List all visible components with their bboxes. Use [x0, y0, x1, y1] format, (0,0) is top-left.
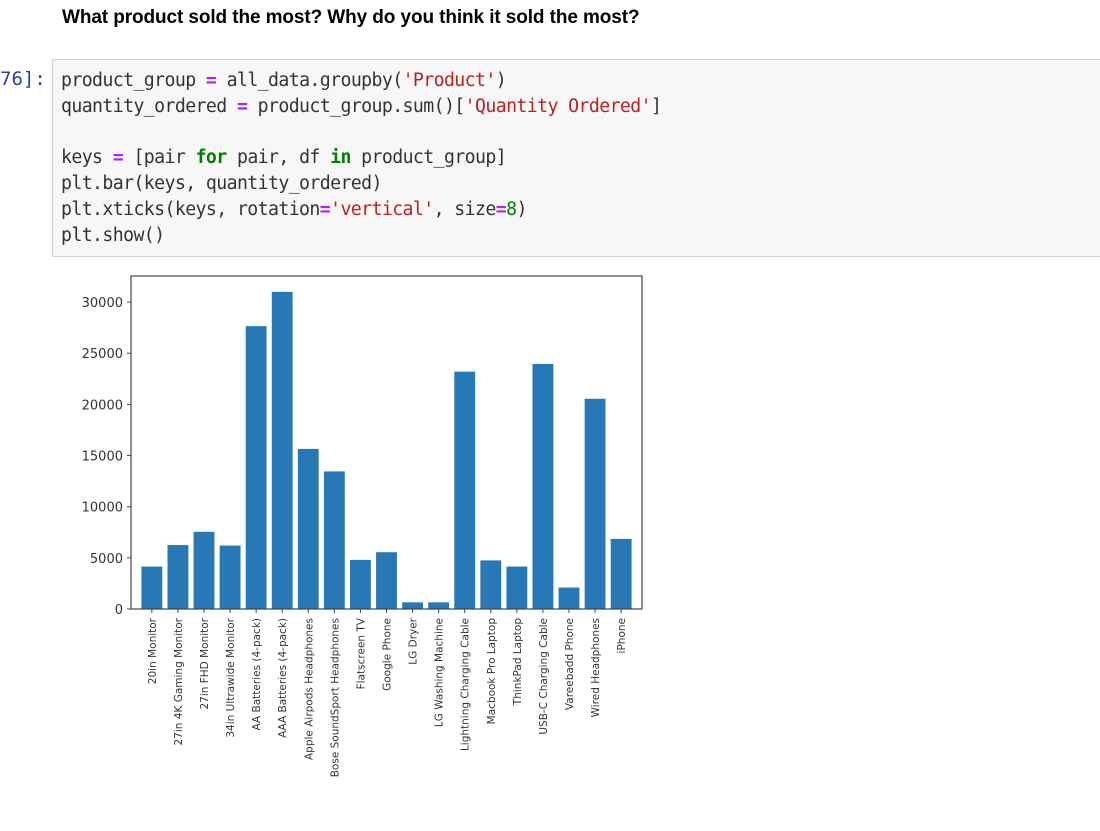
- x-tick-label: Wired Headphones: [590, 618, 602, 717]
- bar: [402, 602, 423, 609]
- bar-chart-svg: 0 5000 10000 15000 20000 25000 30000 20in Monit…: [82, 275, 643, 777]
- code-line: plt.bar(keys, quantity_ordered): [61, 173, 382, 195]
- code-line: plt.xticks(keys, rotation='vertical', si…: [61, 198, 527, 220]
- x-tick-label: AAA Batteries (4-pack): [277, 618, 289, 738]
- y-tick-label: 20000: [82, 398, 123, 413]
- code-line: quantity_ordered = product_group.sum()['…: [61, 95, 662, 117]
- y-tick-label: 30000: [82, 296, 123, 311]
- x-tick-label: AA Batteries (4-pack): [251, 618, 263, 730]
- y-tick-label: 5000: [90, 552, 123, 567]
- x-tick-label: Macbook Pro Laptop: [486, 618, 498, 725]
- x-tick-label: Flatscreen TV: [355, 617, 367, 689]
- x-tick-label: 27in 4K Gaming Monitor: [173, 617, 185, 745]
- x-tick-label: ThinkPad Laptop: [512, 618, 524, 707]
- x-tick-label: Lightning Charging Cable: [460, 618, 472, 751]
- x-tick-label: Vareebadd Phone: [564, 618, 576, 710]
- y-tick-label: 0: [115, 603, 123, 618]
- x-tick-label: LG Dryer: [408, 617, 420, 664]
- bar: [584, 398, 606, 609]
- y-tick-label: 25000: [82, 347, 123, 362]
- y-tick-label: 10000: [82, 501, 123, 516]
- bar: [610, 538, 632, 609]
- x-tick-label: USB-C Charging Cable: [538, 618, 550, 735]
- bar: [350, 559, 371, 609]
- code-line: product_group = all_data.groupby('Produc…: [61, 70, 507, 91]
- bar: [167, 545, 189, 609]
- bar: [323, 471, 345, 609]
- code-line: keys = [pair for pair, df in product_gro…: [61, 147, 507, 169]
- x-tick-label: 27in FHD Monitor: [199, 617, 211, 709]
- x-tick-label: Apple Airpods Headphones: [303, 618, 315, 760]
- bar: [245, 326, 267, 609]
- bar: [558, 587, 580, 609]
- x-tick-label: Google Phone: [382, 618, 394, 691]
- bar: [219, 545, 241, 609]
- bar: [376, 552, 397, 609]
- x-tick-label: LG Washing Machine: [434, 618, 446, 727]
- bar: [297, 448, 319, 609]
- bar: [454, 371, 476, 609]
- code-line: plt.show(): [61, 224, 165, 246]
- bar: [506, 566, 528, 609]
- markdown-question-heading: What product sold the most? Why do you t…: [62, 7, 640, 28]
- x-tick-label: Bose SoundSport Headphones: [329, 618, 341, 777]
- bar: [193, 531, 215, 609]
- bar: [428, 602, 450, 609]
- bar: [141, 566, 163, 609]
- code-content[interactable]: product_group = all_data.groupby('Produc…: [61, 68, 662, 249]
- x-tick-label: iPhone: [616, 618, 628, 653]
- bar: [480, 560, 502, 609]
- x-tick-label: 34in Ultrawide Monitor: [225, 617, 237, 737]
- cell-execution-prompt: 76]:: [0, 68, 46, 90]
- x-tick-label: 20in Monitor: [147, 617, 159, 684]
- bar-chart-output: 0 5000 10000 15000 20000 25000 30000 20in Monit…: [0, 260, 700, 826]
- bar: [271, 291, 293, 609]
- bar: [532, 363, 554, 609]
- y-tick-label: 15000: [82, 450, 123, 465]
- code-cell-editor[interactable]: product_group = all_data.groupby('Produc…: [52, 59, 1100, 257]
